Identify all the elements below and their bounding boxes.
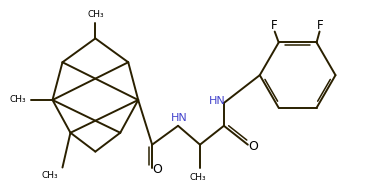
Text: O: O bbox=[152, 163, 162, 176]
Text: F: F bbox=[317, 19, 324, 32]
Text: O: O bbox=[248, 140, 258, 153]
Text: CH₃: CH₃ bbox=[42, 172, 58, 181]
Text: F: F bbox=[270, 19, 277, 32]
Text: HN: HN bbox=[209, 96, 225, 106]
Text: CH₃: CH₃ bbox=[190, 173, 206, 182]
Text: HN: HN bbox=[171, 113, 188, 123]
Text: CH₃: CH₃ bbox=[87, 10, 104, 19]
Text: CH₃: CH₃ bbox=[10, 95, 27, 104]
